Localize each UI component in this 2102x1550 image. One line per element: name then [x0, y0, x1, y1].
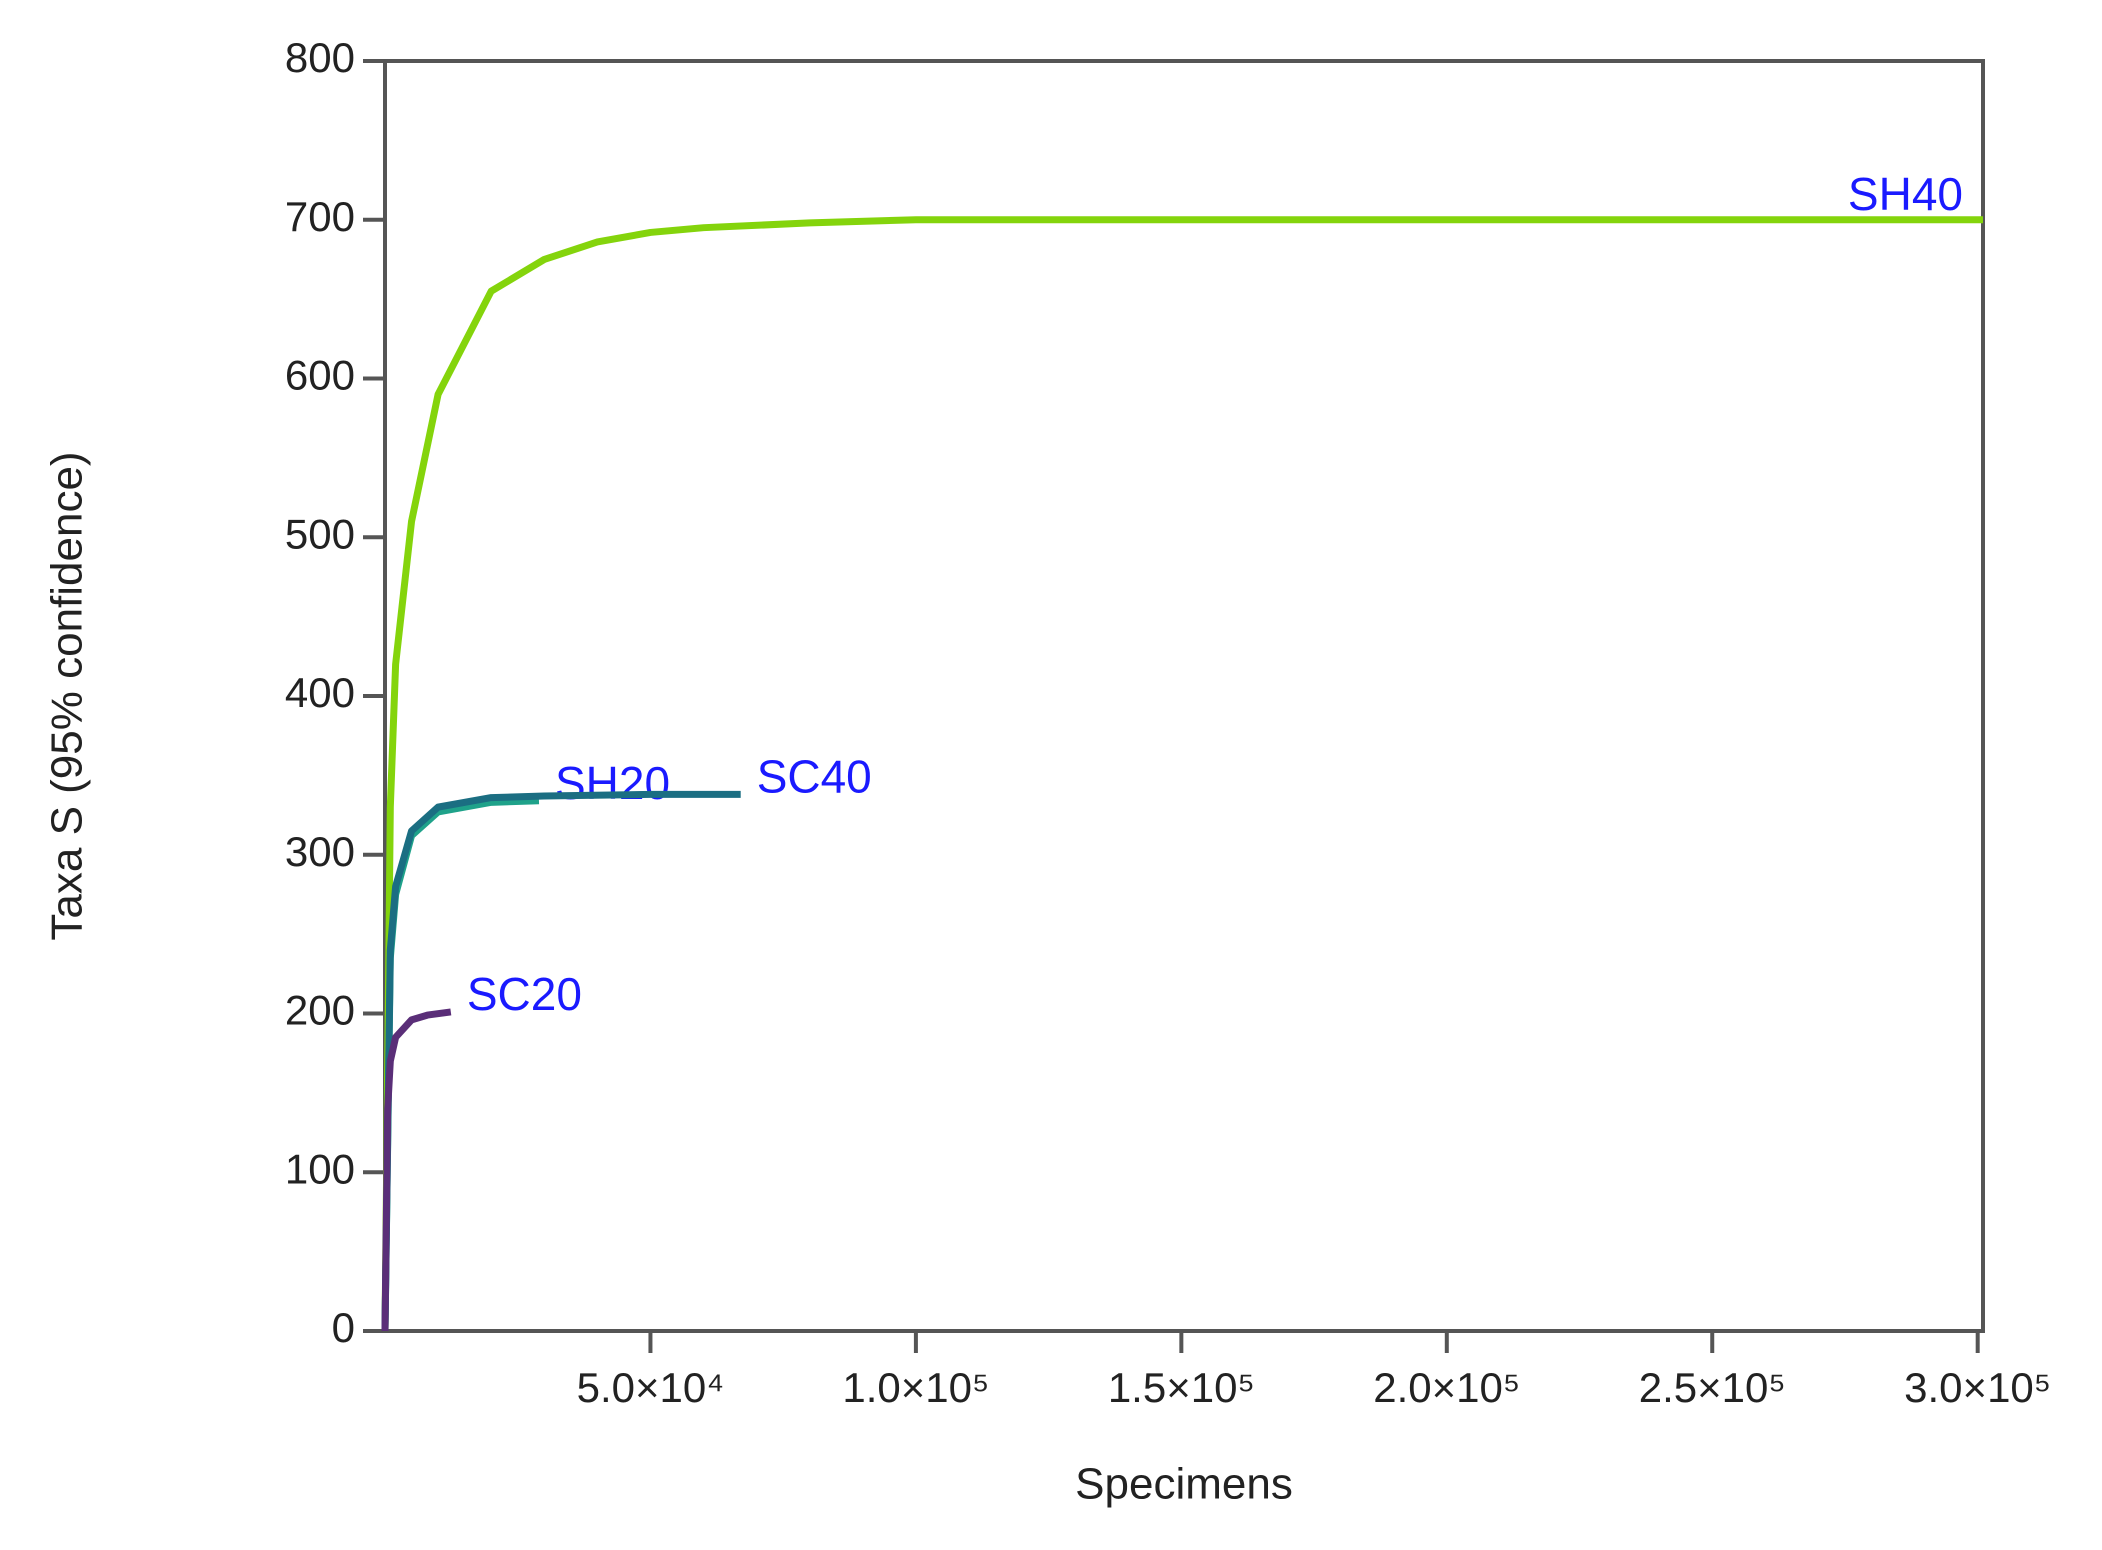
y-tick-label: 400: [285, 669, 355, 716]
y-tick-label: 300: [285, 828, 355, 875]
plot-frame: [383, 59, 1985, 1333]
y-tick-label: 800: [285, 34, 355, 81]
y-axis-title: Taxa S (95% confidence): [43, 451, 92, 940]
series-label: SC20: [467, 968, 582, 1020]
x-tick-label: 3.0×10⁵: [1904, 1364, 2051, 1411]
series-line: [381, 216, 1983, 1332]
y-tick-label: 0: [332, 1304, 355, 1351]
x-tick-label: 5.0×10⁴: [577, 1364, 725, 1411]
x-tick-label: 2.5×10⁵: [1639, 1364, 1786, 1411]
x-tick-label: 1.5×10⁵: [1108, 1364, 1255, 1411]
y-tick-label: 100: [285, 1145, 355, 1192]
series-label: SH40: [1848, 168, 1963, 220]
y-tick-label: 700: [285, 193, 355, 240]
y-tick-label: 500: [285, 510, 355, 557]
x-axis-title: Specimens: [1075, 1460, 1293, 1509]
series-label: SC40: [757, 751, 872, 803]
y-tick-label: 200: [285, 987, 355, 1034]
x-tick-label: 1.0×10⁵: [842, 1364, 989, 1411]
series-label: SH20: [555, 757, 670, 809]
y-tick-label: 600: [285, 352, 355, 399]
series-line: [381, 1008, 452, 1332]
series-line: [381, 790, 741, 1332]
series-line: [381, 797, 540, 1332]
x-tick-label: 2.0×10⁵: [1373, 1364, 1520, 1411]
